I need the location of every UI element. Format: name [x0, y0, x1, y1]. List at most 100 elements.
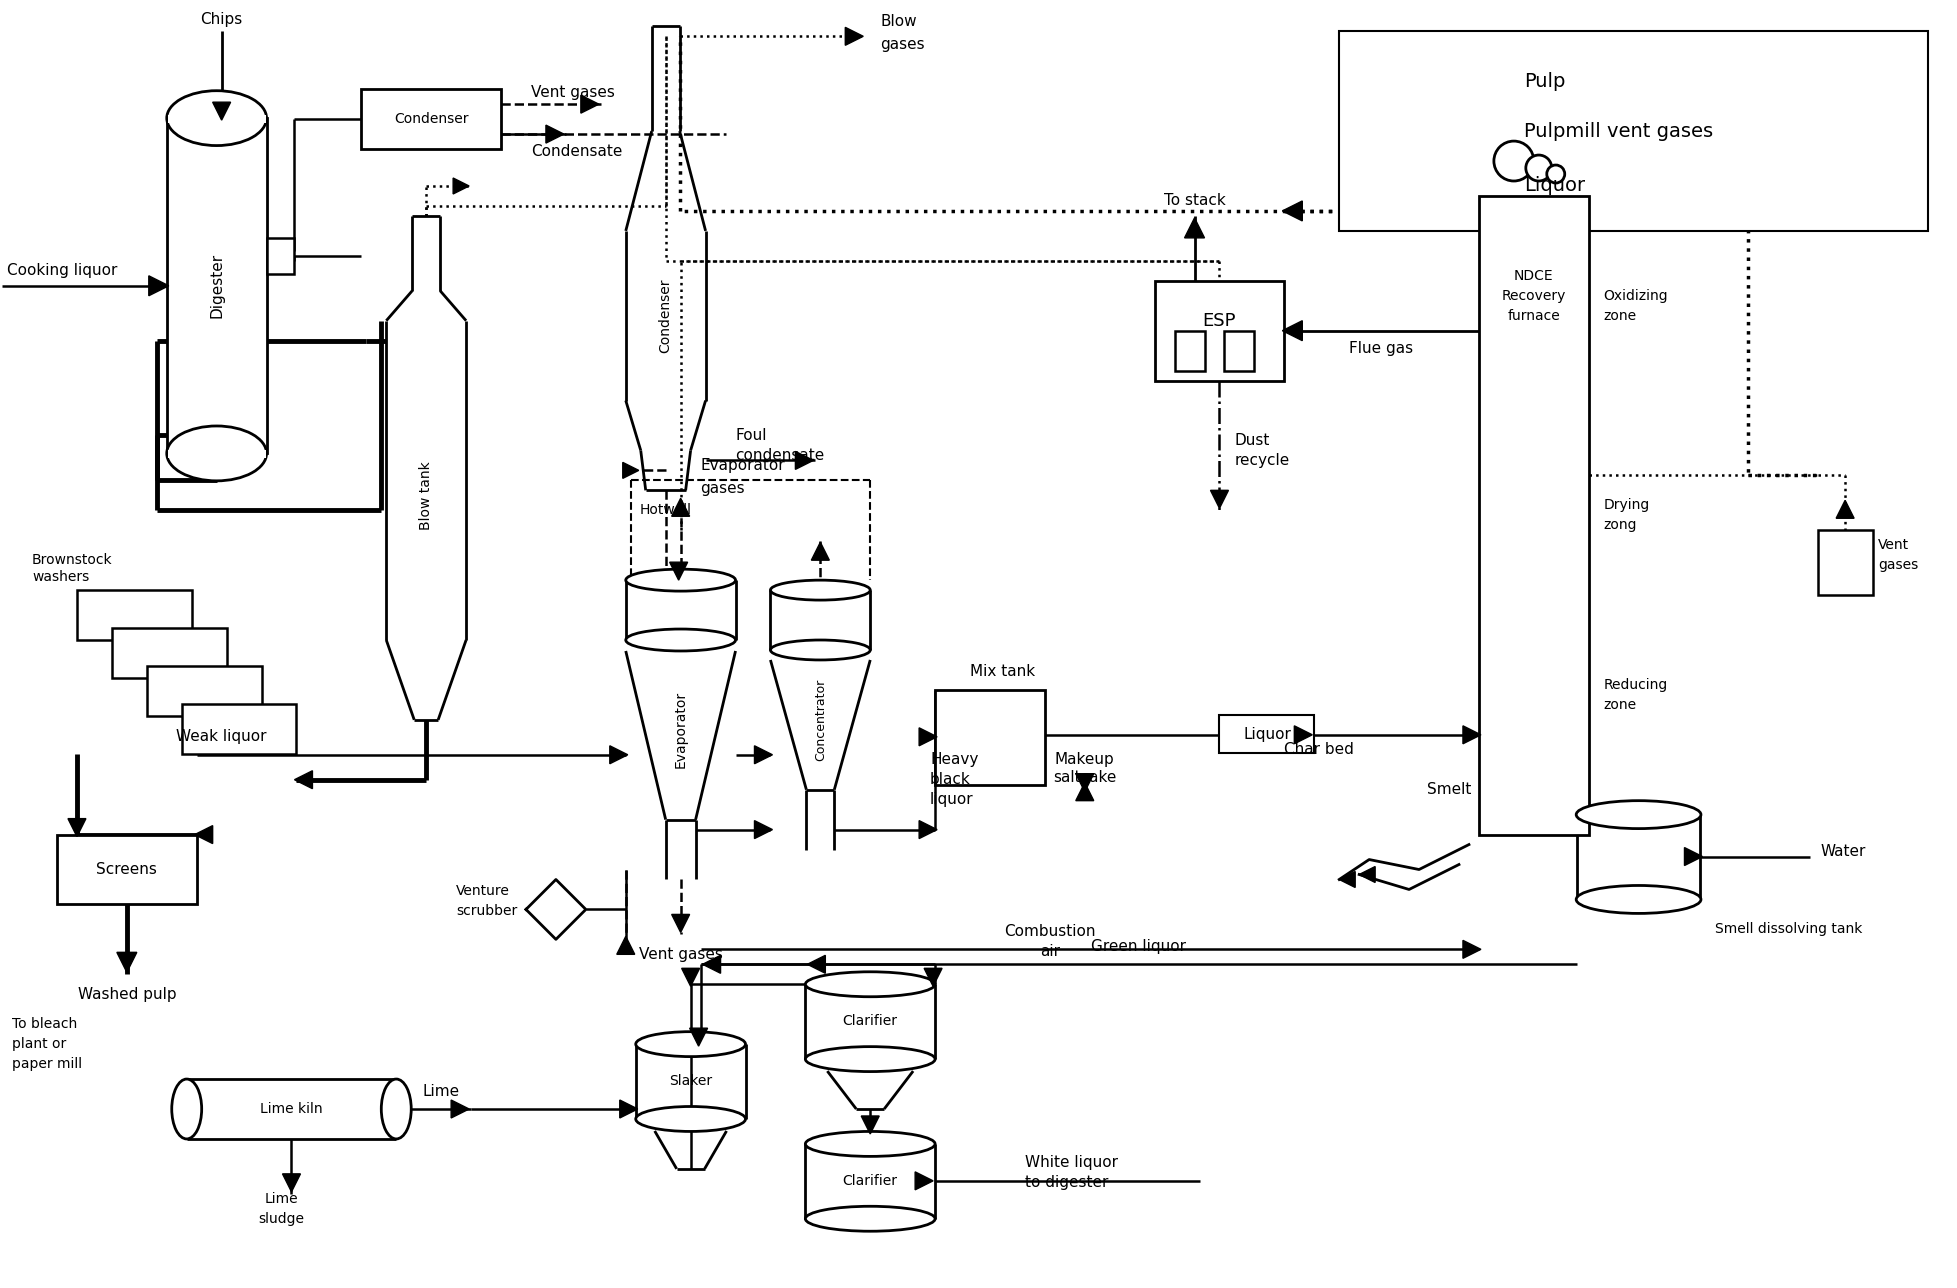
- Polygon shape: [68, 819, 86, 837]
- Polygon shape: [689, 1028, 706, 1046]
- Ellipse shape: [166, 90, 266, 146]
- Polygon shape: [1358, 867, 1374, 882]
- Polygon shape: [616, 936, 634, 954]
- Text: air: air: [1039, 944, 1059, 958]
- Polygon shape: [1294, 726, 1311, 743]
- Text: to digester: to digester: [1024, 1176, 1108, 1190]
- Text: Evaporator: Evaporator: [673, 692, 687, 769]
- Text: Vent: Vent: [1877, 538, 1908, 553]
- Bar: [168, 115, 266, 124]
- Polygon shape: [1462, 726, 1479, 743]
- Text: Evaporator: Evaporator: [701, 459, 785, 473]
- Polygon shape: [1339, 872, 1354, 887]
- Polygon shape: [1282, 201, 1301, 222]
- Bar: [935, 690, 1045, 784]
- Polygon shape: [918, 728, 937, 746]
- Polygon shape: [282, 1173, 299, 1191]
- Text: recycle: recycle: [1233, 453, 1290, 468]
- Text: zong: zong: [1603, 518, 1636, 532]
- Polygon shape: [620, 1100, 638, 1118]
- Text: Weak liquor: Weak liquor: [176, 729, 266, 744]
- Polygon shape: [924, 969, 941, 987]
- Text: Foul: Foul: [736, 428, 767, 443]
- Text: Hotwell: Hotwell: [640, 504, 691, 518]
- Polygon shape: [194, 826, 213, 844]
- Text: Condensate: Condensate: [530, 143, 622, 158]
- Bar: [1478, 196, 1587, 835]
- Text: Venture: Venture: [456, 885, 509, 899]
- Text: Screens: Screens: [96, 862, 157, 877]
- Polygon shape: [294, 770, 313, 788]
- Text: Clarifier: Clarifier: [842, 1014, 896, 1028]
- Text: Condenser: Condenser: [658, 278, 673, 353]
- Text: Mix tank: Mix tank: [969, 665, 1035, 680]
- Text: Water: Water: [1820, 844, 1865, 859]
- Text: Digester: Digester: [209, 254, 223, 318]
- Polygon shape: [546, 125, 564, 143]
- Ellipse shape: [172, 1079, 202, 1139]
- Text: Drying: Drying: [1603, 498, 1650, 513]
- Polygon shape: [918, 820, 937, 838]
- Polygon shape: [681, 969, 699, 987]
- Text: Slaker: Slaker: [669, 1074, 712, 1088]
- Text: Chips: Chips: [200, 12, 243, 27]
- Text: saltcake: saltcake: [1053, 770, 1115, 786]
- Ellipse shape: [1575, 801, 1701, 828]
- Polygon shape: [1209, 491, 1227, 509]
- Text: Lime kiln: Lime kiln: [260, 1103, 323, 1115]
- Polygon shape: [845, 27, 863, 45]
- Text: gases: gases: [701, 480, 746, 496]
- Text: gases: gases: [881, 37, 924, 52]
- Bar: [1223, 331, 1254, 371]
- Polygon shape: [609, 746, 628, 764]
- Circle shape: [1546, 165, 1564, 183]
- Polygon shape: [450, 1100, 470, 1118]
- Ellipse shape: [804, 971, 935, 997]
- Text: Blow tank: Blow tank: [419, 461, 432, 529]
- Polygon shape: [669, 562, 687, 580]
- Text: To stack: To stack: [1162, 193, 1225, 209]
- Text: black: black: [930, 773, 971, 787]
- Polygon shape: [1074, 783, 1094, 801]
- Text: Liquor: Liquor: [1243, 728, 1292, 742]
- Polygon shape: [622, 462, 638, 478]
- Bar: [1155, 281, 1284, 380]
- Text: Washed pulp: Washed pulp: [78, 987, 176, 1002]
- Bar: [1219, 715, 1313, 752]
- Polygon shape: [703, 956, 720, 974]
- Text: Brownstock: Brownstock: [31, 553, 114, 567]
- Text: zone: zone: [1603, 698, 1636, 712]
- Ellipse shape: [804, 1207, 935, 1231]
- Bar: [76, 590, 192, 640]
- Text: washers: washers: [31, 571, 90, 585]
- Polygon shape: [753, 746, 773, 764]
- Bar: [166, 118, 266, 453]
- Polygon shape: [753, 820, 773, 838]
- Ellipse shape: [1575, 885, 1701, 913]
- Text: furnace: furnace: [1507, 309, 1560, 323]
- Ellipse shape: [626, 569, 736, 591]
- Text: Pulpmill vent gases: Pulpmill vent gases: [1523, 121, 1712, 140]
- Text: Liquor: Liquor: [1523, 176, 1583, 196]
- Polygon shape: [1074, 774, 1094, 792]
- Text: Lime: Lime: [264, 1191, 297, 1206]
- Text: Flue gas: Flue gas: [1348, 341, 1413, 357]
- Text: Dust: Dust: [1233, 433, 1270, 448]
- Text: Blow: Blow: [881, 14, 916, 28]
- Bar: [362, 89, 501, 149]
- Text: To bleach: To bleach: [12, 1018, 76, 1032]
- Polygon shape: [581, 95, 599, 113]
- Polygon shape: [806, 956, 826, 974]
- Text: scrubber: scrubber: [456, 904, 517, 918]
- Text: Clarifier: Clarifier: [842, 1173, 896, 1188]
- Polygon shape: [671, 498, 689, 516]
- Text: Reducing: Reducing: [1603, 677, 1667, 692]
- Bar: [1174, 331, 1204, 371]
- Bar: [168, 451, 266, 459]
- Bar: [57, 835, 196, 904]
- Polygon shape: [452, 178, 470, 194]
- Bar: [1818, 531, 1873, 595]
- Text: Makeup: Makeup: [1055, 752, 1114, 768]
- Polygon shape: [117, 952, 137, 972]
- Bar: [147, 666, 262, 716]
